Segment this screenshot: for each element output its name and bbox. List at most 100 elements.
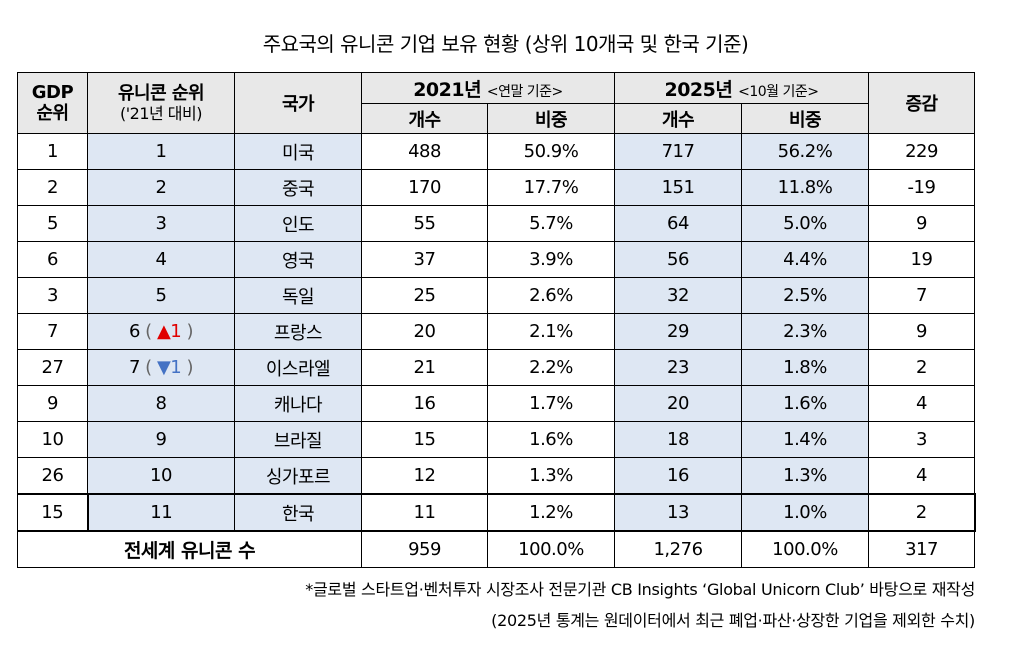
triangle-up-icon: ▲ — [156, 321, 171, 342]
gdp-rank-cell: 26 — [17, 457, 88, 495]
table-row: 26 10 싱가포르 12 1.3% 16 1.3% 4 — [17, 457, 975, 495]
country-cell: 인도 — [234, 205, 362, 242]
share-2025-cell: 4.4% — [741, 241, 869, 278]
table-row: 3 5 독일 25 2.6% 32 2.5% 7 — [17, 277, 975, 314]
unicorn-rank-cell: 9 — [87, 421, 235, 458]
unicorn-rank-cell: 5 — [87, 277, 235, 314]
change-cell: -19 — [868, 169, 975, 206]
count-2025-cell: 13 — [614, 493, 742, 532]
count-2025-cell: 23 — [614, 349, 742, 386]
country-cell: 한국 — [234, 493, 362, 532]
count-2021-cell: 488 — [361, 133, 488, 170]
change-cell: 2 — [868, 493, 976, 532]
total-2021-count: 959 — [361, 530, 488, 568]
unicorn-rank-value: 2 — [155, 177, 167, 198]
triangle-down-icon: ▼ — [156, 357, 171, 378]
country-cell: 브라질 — [234, 421, 362, 458]
count-2025-cell: 18 — [614, 421, 742, 458]
total-row: 전세계 유니콘 수 959 100.0% 1,276 100.0% 317 — [17, 530, 975, 568]
table-row: 27 7 ( ▼1 ) 이스라엘 21 2.2% 23 1.8% 2 — [17, 349, 975, 386]
share-2021-cell: 2.6% — [487, 277, 615, 314]
country-cell: 캐나다 — [234, 385, 362, 422]
change-cell: 9 — [868, 205, 975, 242]
total-2025-share: 100.0% — [741, 530, 869, 568]
table-row: 15 11 한국 11 1.2% 13 1.0% 2 — [17, 493, 976, 532]
count-2025-cell: 20 — [614, 385, 742, 422]
share-2025-cell: 2.5% — [741, 277, 869, 314]
caveat-note: (2025년 통계는 원데이터에서 최근 폐업·파산·상장한 기업을 제외한 수… — [491, 611, 975, 630]
header-rank-label: 순위 — [36, 103, 69, 124]
country-cell: 이스라엘 — [234, 349, 362, 386]
gdp-rank-cell: 2 — [17, 169, 88, 206]
unicorn-rank-value: 1 — [155, 141, 167, 162]
header-2021-label: 2021년 — [413, 78, 482, 101]
count-2025-cell: 151 — [614, 169, 742, 206]
total-label: 전세계 유니콘 수 — [17, 530, 362, 568]
count-2021-cell: 55 — [361, 205, 488, 242]
source-note: *글로벌 스타트업·벤처투자 시장조사 전문기관 CB Insights ‘Gl… — [305, 580, 975, 599]
header-2021-count: 개수 — [361, 103, 488, 134]
share-2021-cell: 2.2% — [487, 349, 615, 386]
paren-open: ( — [145, 321, 152, 342]
table-row: 10 9 브라질 15 1.6% 18 1.4% 3 — [17, 421, 975, 458]
count-2021-cell: 37 — [361, 241, 488, 278]
total-2021-share: 100.0% — [487, 530, 615, 568]
unicorn-rank-cell: 6 ( ▲1 ) — [87, 313, 235, 350]
unicorn-rank-cell: 1 — [87, 133, 235, 170]
unicorn-rank-cell: 8 — [87, 385, 235, 422]
country-cell: 영국 — [234, 241, 362, 278]
change-cell: 3 — [868, 421, 975, 458]
count-2025-cell: 64 — [614, 205, 742, 242]
change-cell: 4 — [868, 457, 975, 495]
count-2021-cell: 21 — [361, 349, 488, 386]
share-2021-cell: 5.7% — [487, 205, 615, 242]
country-cell: 독일 — [234, 277, 362, 314]
unicorn-rank-cell: 4 — [87, 241, 235, 278]
gdp-rank-cell: 7 — [17, 313, 88, 350]
header-gdp-label: GDP — [31, 82, 74, 103]
header-2025-count: 개수 — [614, 103, 742, 134]
change-cell: 4 — [868, 385, 975, 422]
count-2025-cell: 32 — [614, 277, 742, 314]
table-title: 주요국의 유니콘 기업 보유 현황 (상위 10개국 및 한국 기준) — [262, 32, 749, 56]
unicorn-rank-cell: 7 ( ▼1 ) — [87, 349, 235, 386]
table-row: 6 4 영국 37 3.9% 56 4.4% 19 — [17, 241, 975, 278]
unicorn-rank-value: 5 — [155, 285, 167, 306]
total-2025-count: 1,276 — [614, 530, 742, 568]
unicorn-rank-value: 8 — [155, 393, 167, 414]
share-2025-cell: 5.0% — [741, 205, 869, 242]
unicorn-rank-value: 3 — [155, 213, 167, 234]
change-cell: 7 — [868, 277, 975, 314]
paren-close: ) — [186, 321, 193, 342]
share-2021-cell: 1.7% — [487, 385, 615, 422]
share-2025-cell: 2.3% — [741, 313, 869, 350]
country-cell: 미국 — [234, 133, 362, 170]
change-cell: 229 — [868, 133, 975, 170]
count-2021-cell: 16 — [361, 385, 488, 422]
unicorn-rank-value: 4 — [155, 249, 167, 270]
gdp-rank-cell: 5 — [17, 205, 88, 242]
table-row: 2 2 중국 170 17.7% 151 11.8% -19 — [17, 169, 975, 206]
paren-open: ( — [145, 357, 152, 378]
unicorn-rank-cell: 3 — [87, 205, 235, 242]
gdp-rank-cell: 1 — [17, 133, 88, 170]
unicorn-rank-value: 6 — [128, 321, 140, 342]
table-row: 5 3 인도 55 5.7% 64 5.0% 9 — [17, 205, 975, 242]
rank-change-value: 1 — [170, 357, 182, 378]
header-2025: 2025년 <10월 기준> — [614, 72, 869, 104]
change-cell: 19 — [868, 241, 975, 278]
header-2025-sub: <10월 기준> — [738, 83, 819, 100]
unicorn-rank-value: 9 — [155, 429, 167, 450]
share-2021-cell: 1.3% — [487, 457, 615, 495]
gdp-rank-cell: 15 — [17, 493, 89, 532]
rank-change-value: 1 — [170, 321, 182, 342]
paren-close: ) — [186, 357, 193, 378]
header-2025-share: 비중 — [741, 103, 869, 134]
count-2025-cell: 16 — [614, 457, 742, 495]
unicorn-rank-value: 7 — [128, 357, 140, 378]
country-cell: 중국 — [234, 169, 362, 206]
header-2025-label: 2025년 — [664, 78, 733, 101]
share-2021-cell: 50.9% — [487, 133, 615, 170]
count-2021-cell: 15 — [361, 421, 488, 458]
share-2021-cell: 3.9% — [487, 241, 615, 278]
